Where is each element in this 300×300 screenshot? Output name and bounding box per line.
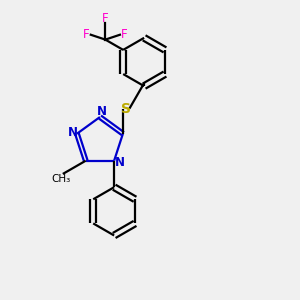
Text: S: S <box>122 102 131 116</box>
Text: N: N <box>96 105 106 118</box>
Text: F: F <box>83 28 90 41</box>
Text: N: N <box>68 126 78 139</box>
Text: N: N <box>114 156 124 169</box>
Text: CH₃: CH₃ <box>52 174 71 184</box>
Text: F: F <box>121 28 128 41</box>
Text: F: F <box>102 13 109 26</box>
